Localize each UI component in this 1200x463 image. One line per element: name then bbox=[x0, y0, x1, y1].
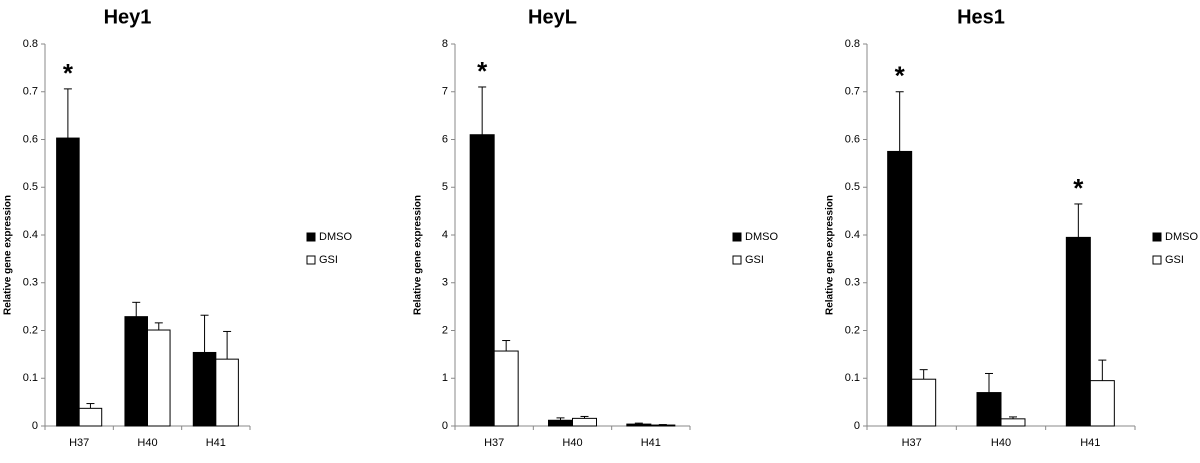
y-tick-label: 0.5 bbox=[23, 181, 38, 193]
significance-marker: * bbox=[895, 61, 906, 91]
x-tick-label: H37 bbox=[902, 437, 922, 449]
bar bbox=[192, 351, 217, 427]
legend-label: DMSO bbox=[1165, 231, 1198, 243]
legend-swatch bbox=[306, 255, 316, 265]
y-tick-label: 0 bbox=[854, 420, 860, 432]
y-tick-label: 7 bbox=[442, 86, 448, 98]
bar bbox=[1065, 236, 1091, 427]
chart-title: HeyL bbox=[528, 6, 577, 28]
y-tick-label: 0.4 bbox=[845, 229, 860, 241]
legend-label: GSI bbox=[319, 254, 338, 266]
legend-swatch bbox=[306, 232, 316, 242]
bar bbox=[56, 137, 80, 427]
y-tick-label: 0.5 bbox=[845, 181, 860, 193]
bar bbox=[124, 316, 148, 427]
y-tick-label: 0.8 bbox=[23, 38, 38, 50]
bar bbox=[493, 350, 519, 427]
x-tick-label: H37 bbox=[69, 437, 89, 449]
y-tick-label: 0.1 bbox=[23, 372, 38, 384]
legend-swatch bbox=[1152, 255, 1162, 265]
bar bbox=[548, 419, 573, 427]
y-tick-label: 0.6 bbox=[845, 133, 860, 145]
y-tick-label: 0.3 bbox=[23, 277, 38, 289]
y-tick-label: 5 bbox=[442, 181, 448, 193]
legend-swatch bbox=[732, 232, 742, 242]
bar bbox=[572, 417, 597, 427]
chart-title: Hey1 bbox=[104, 6, 152, 28]
x-tick-label: H41 bbox=[206, 437, 226, 449]
x-tick-label: H37 bbox=[484, 437, 504, 449]
bar bbox=[976, 392, 1002, 427]
chart-title: Hes1 bbox=[957, 6, 1005, 28]
y-axis-label: Relative gene expression bbox=[413, 195, 424, 315]
y-tick-label: 0.7 bbox=[845, 86, 860, 98]
y-tick-label: 0.2 bbox=[845, 324, 860, 336]
x-tick-label: H40 bbox=[991, 437, 1011, 449]
bar bbox=[78, 407, 103, 427]
x-tick-label: H40 bbox=[137, 437, 157, 449]
legend-label: GSI bbox=[745, 254, 764, 266]
y-tick-label: 0.7 bbox=[23, 86, 38, 98]
y-tick-label: 2 bbox=[442, 324, 448, 336]
significance-marker: * bbox=[1073, 173, 1084, 203]
x-tick-label: H41 bbox=[1080, 437, 1100, 449]
y-tick-label: 0.4 bbox=[23, 229, 38, 241]
bar bbox=[215, 358, 239, 427]
legend-label: DMSO bbox=[745, 231, 778, 243]
bar bbox=[911, 378, 937, 427]
y-tick-label: 6 bbox=[442, 133, 448, 145]
y-axis-label: Relative gene expression bbox=[825, 195, 836, 315]
y-tick-label: 3 bbox=[442, 277, 448, 289]
y-tick-label: 0 bbox=[32, 420, 38, 432]
bar bbox=[147, 329, 171, 427]
bar bbox=[626, 423, 652, 427]
legend-label: DMSO bbox=[319, 231, 352, 243]
bar bbox=[1000, 418, 1026, 427]
x-tick-label: H40 bbox=[562, 437, 582, 449]
legend-swatch bbox=[732, 255, 742, 265]
y-tick-label: 0.3 bbox=[845, 277, 860, 289]
bar bbox=[1089, 380, 1115, 427]
y-tick-label: 8 bbox=[442, 38, 448, 50]
significance-marker: * bbox=[477, 56, 488, 86]
bar bbox=[887, 150, 913, 427]
y-tick-label: 1 bbox=[442, 372, 448, 384]
y-tick-label: 0.1 bbox=[845, 372, 860, 384]
legend-swatch bbox=[1152, 232, 1162, 242]
legend-label: GSI bbox=[1165, 254, 1184, 266]
y-axis-label: Relative gene expression bbox=[3, 195, 14, 315]
y-tick-label: 0.8 bbox=[845, 38, 860, 50]
y-tick-label: 0.6 bbox=[23, 133, 38, 145]
y-tick-label: 0 bbox=[442, 420, 448, 432]
significance-marker: * bbox=[63, 58, 74, 88]
bar bbox=[650, 424, 676, 427]
y-tick-label: 0.2 bbox=[23, 324, 38, 336]
x-tick-label: H41 bbox=[641, 437, 661, 449]
bar bbox=[469, 134, 495, 427]
y-tick-label: 4 bbox=[442, 229, 448, 241]
